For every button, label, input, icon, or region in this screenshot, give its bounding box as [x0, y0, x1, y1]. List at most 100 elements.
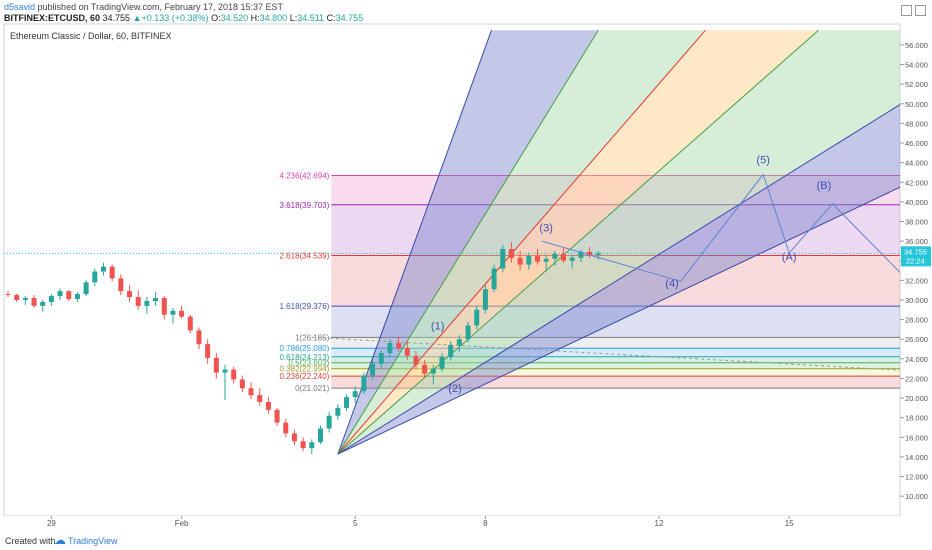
candle-body — [491, 268, 497, 290]
price-axis[interactable]: 10.000 12.000 14.000 16.000 18.000 20.000 22.0… — [900, 41, 931, 501]
candle-body — [543, 258, 549, 262]
candle-body — [361, 375, 367, 392]
price-axis-label: 16.000 — [905, 433, 928, 442]
price-axis-label: 54.000 — [905, 61, 928, 70]
candle-body — [534, 255, 540, 262]
fullscreen-icon[interactable] — [915, 5, 926, 16]
candle-body — [500, 248, 506, 269]
candle-body — [309, 442, 315, 449]
candle-body — [92, 271, 98, 283]
candle-body — [239, 379, 245, 389]
price-axis-label: 40.000 — [905, 198, 928, 207]
low-value: 34.511 — [297, 13, 325, 23]
tradingview-logo[interactable]: TradingView — [68, 536, 118, 546]
fib-band — [331, 175, 900, 205]
candle-body — [257, 395, 263, 403]
time-axis-label: 15 — [785, 519, 794, 528]
candle-body — [22, 298, 28, 300]
candle-body — [213, 357, 219, 373]
high-value: 34.800 — [259, 13, 288, 23]
price-axis-label: 18.000 — [905, 414, 928, 423]
time-axis[interactable]: 29Feb581215192226Mar58 — [47, 516, 932, 528]
candle-body — [265, 402, 271, 410]
candle-body — [595, 253, 601, 255]
symbol-ohlc-bar: BITFINEX:ETCUSD, 60 34.755 ▲+0.133 (+0.3… — [4, 13, 363, 23]
candle-body — [578, 251, 584, 258]
candle-body — [40, 301, 46, 306]
candle-body — [587, 251, 593, 255]
fan-ray — [337, 29, 706, 455]
candle-body — [404, 348, 410, 356]
fib-level-label: 3.618(39.703) — [280, 201, 330, 210]
fib-level-label: 0.382(22.994) — [280, 365, 330, 374]
candle-body — [283, 422, 289, 434]
price-axis-label: 14.000 — [905, 453, 928, 462]
candle-body — [83, 282, 89, 295]
wave-label: (1) — [431, 320, 444, 332]
dotted-trendline — [311, 336, 900, 371]
candle-body — [66, 291, 72, 300]
fib-band — [331, 356, 900, 363]
candle-body — [448, 345, 454, 357]
candle-body — [526, 255, 532, 265]
candle-body — [422, 364, 428, 374]
candle-body — [161, 298, 167, 315]
fib-level-label: 1(26.185) — [295, 333, 330, 342]
price-axis-label: 24.000 — [905, 355, 928, 364]
price-axis-label: 28.000 — [905, 316, 928, 325]
low-label: L: — [289, 13, 298, 23]
candle-body — [439, 356, 445, 369]
candle-body — [430, 368, 436, 374]
candle-body — [187, 316, 193, 331]
candle-body — [482, 289, 488, 310]
candle-body — [31, 298, 37, 306]
candle-body — [109, 266, 115, 279]
price-axis-label: 42.000 — [905, 178, 928, 187]
candle-body — [48, 296, 54, 302]
price-axis-label: 32.000 — [905, 276, 928, 285]
fan-ray — [337, 29, 599, 455]
candle-body — [153, 298, 159, 301]
price-axis-label: 46.000 — [905, 139, 928, 148]
publish-date-text: published on TradingView.com, February 1… — [37, 2, 284, 12]
candle-body — [222, 369, 228, 373]
wave-label: (2) — [448, 383, 461, 395]
plot-area[interactable]: 4.236(42.694) 3.618(39.703) 2.618(34.539) 1… — [4, 29, 932, 455]
candle-body — [378, 352, 384, 364]
candle-body — [352, 391, 358, 398]
minimize-icon[interactable] — [901, 5, 912, 16]
publisher-username[interactable]: d5savid — [4, 2, 36, 12]
fib-band — [331, 204, 900, 256]
candle-body — [552, 253, 558, 259]
created-with-text: Created with — [5, 536, 56, 546]
wave-label: (A) — [782, 252, 797, 264]
fib-level-label: 0.236(22.240) — [280, 372, 330, 381]
candle-body — [274, 409, 280, 423]
candle-body — [317, 428, 323, 443]
wave-projection-path — [541, 173, 900, 282]
time-axis-label: 5 — [353, 519, 358, 528]
price-axis-label: 12.000 — [905, 473, 928, 482]
publish-info: d5savid published on TradingView.com, Fe… — [4, 2, 283, 12]
candle-body — [135, 297, 141, 306]
wave-label: (B) — [817, 180, 832, 192]
close-label: C: — [326, 13, 336, 23]
time-axis-label: 12 — [655, 519, 664, 528]
window-controls — [898, 3, 926, 21]
fib-level-label: 0.786(25.080) — [280, 344, 330, 353]
fib-band — [331, 337, 900, 349]
price-axis-label: 22.000 — [905, 374, 928, 383]
tradingview-cloud-icon: ☁ — [54, 533, 66, 547]
time-axis-label: 8 — [483, 519, 488, 528]
candle-body — [127, 291, 133, 298]
fib-band — [331, 368, 900, 377]
candle-body — [74, 294, 80, 300]
price-chart[interactable]: Ethereum Classic / Dollar, 60, BITFINEX … — [0, 0, 932, 532]
candle-body — [57, 291, 63, 297]
price-axis-label: 50.000 — [905, 100, 928, 109]
candle-body — [179, 310, 185, 317]
candle-body — [144, 300, 150, 306]
fib-band — [331, 376, 900, 389]
candle-body — [231, 369, 237, 380]
wave-label: (4) — [665, 278, 678, 290]
